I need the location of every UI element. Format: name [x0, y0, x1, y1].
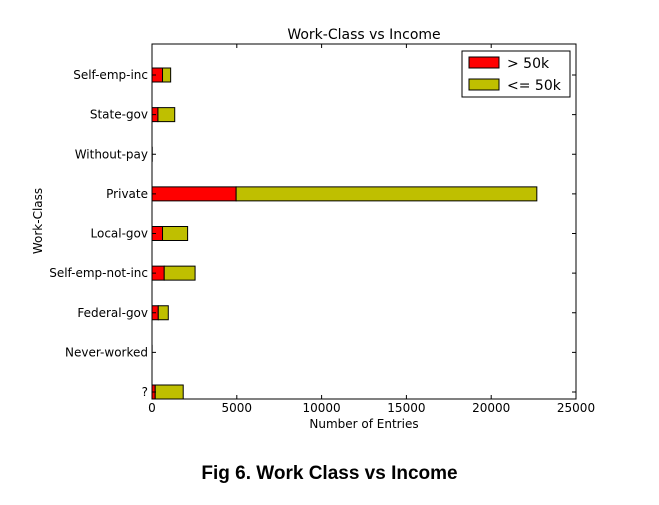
bar-self-emp-inc-le50k: [162, 67, 172, 83]
bar-state-gov-le50k: [157, 107, 176, 123]
y-tick-label: State-gov: [90, 108, 148, 122]
plot-frame: [151, 43, 577, 400]
figure-caption: Fig 6. Work Class vs Income: [201, 463, 458, 484]
y-ticks-group: ? Never-worked Federal-gov Self-emp-not-inc…: [49, 68, 576, 399]
y-tick-label: Never-worked: [65, 345, 148, 359]
x-tick-label: 5000: [222, 401, 253, 415]
bars-group: [151, 67, 538, 400]
y-tick-label: ?: [142, 385, 148, 399]
x-axis-label: Number of Entries: [309, 417, 418, 431]
bar-local-gov-le50k: [162, 226, 189, 241]
x-tick-label: 15000: [387, 401, 425, 415]
bar-private-le50k: [235, 186, 538, 202]
bar-self-emp-not-inc-le50k: [163, 265, 196, 281]
bar-federal-gov-le50k: [157, 305, 169, 321]
x-tick-label: 10000: [303, 401, 341, 415]
y-tick-label: Private: [106, 187, 148, 201]
legend-swatch-le50k: [468, 78, 500, 91]
legend-swatch-gt50k: [468, 56, 500, 69]
y-tick-label: Without-pay: [75, 147, 148, 161]
y-axis-label: Work-Class: [31, 188, 45, 254]
legend-label-le50k: <= 50k: [507, 78, 562, 94]
x-tick-label: 20000: [472, 401, 510, 415]
y-tick-label: Federal-gov: [77, 306, 148, 320]
y-tick-label: Local-gov: [91, 227, 149, 241]
chart-title: Work-Class vs Income: [287, 27, 440, 43]
x-ticks-group: 0 5000 10000 15000 20000 25000: [148, 44, 595, 415]
bar-private-gt50k: [151, 186, 237, 202]
x-tick-label: 25000: [557, 401, 595, 415]
chart: Work-Class vs Income ? Never-worked Federa…: [31, 27, 595, 431]
x-tick-label: 0: [148, 401, 156, 415]
legend: > 50k <= 50k: [461, 50, 571, 98]
legend-label-gt50k: > 50k: [507, 56, 550, 72]
y-tick-label: Self-emp-inc: [73, 68, 148, 82]
y-tick-label: Self-emp-not-inc: [49, 266, 148, 280]
bar-unknown-le50k: [154, 384, 184, 400]
